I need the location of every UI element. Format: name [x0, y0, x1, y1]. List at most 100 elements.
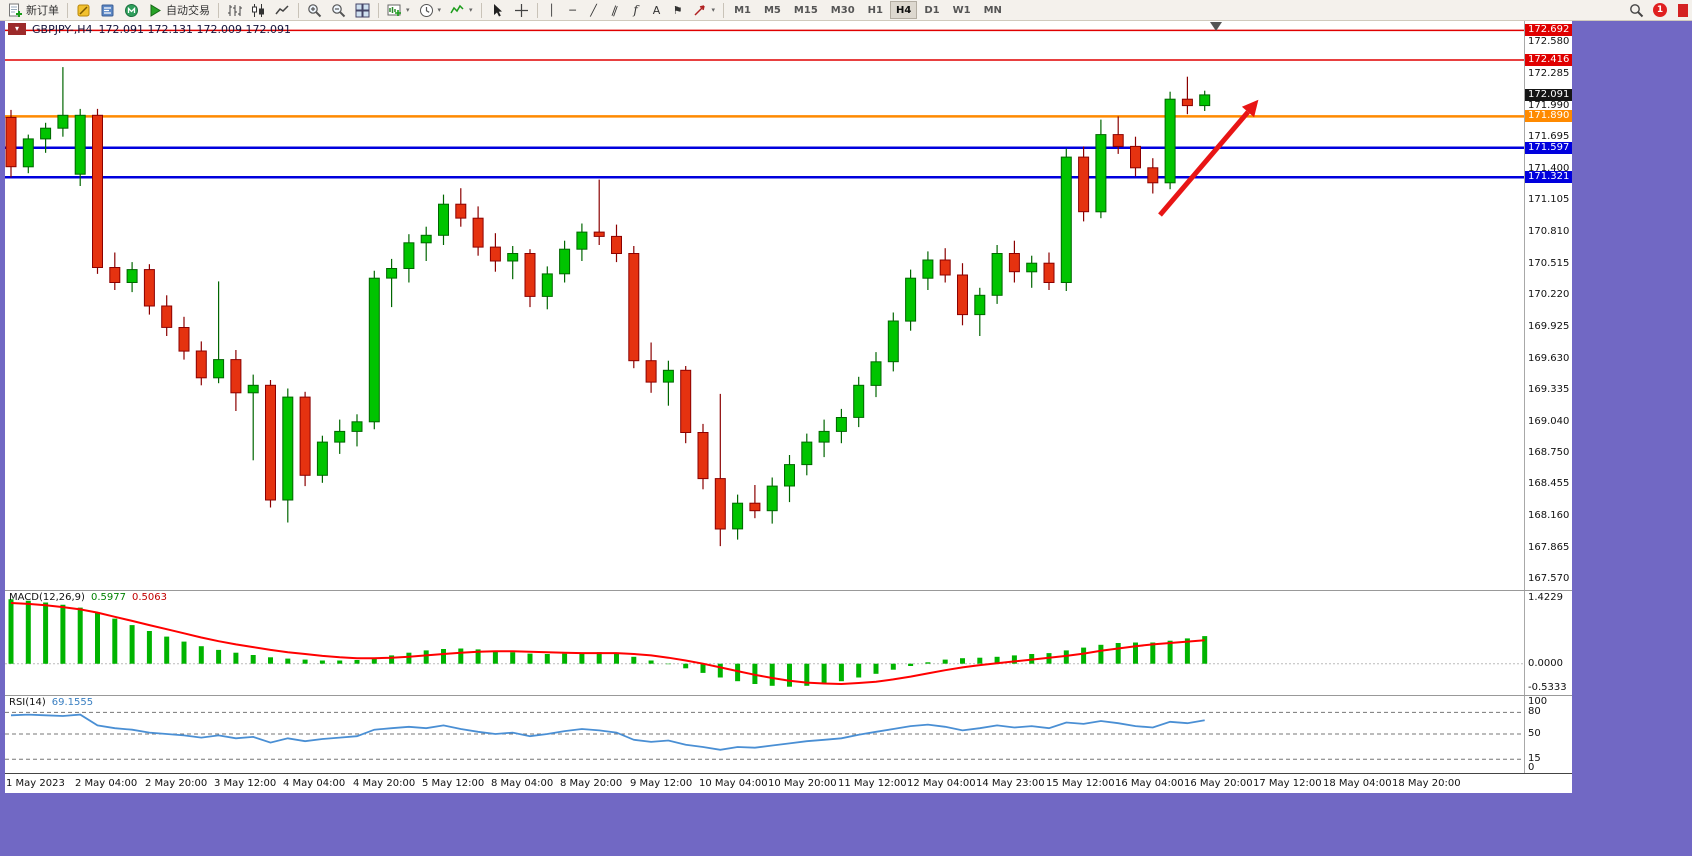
timeframe-d1[interactable]: D1 [918, 1, 945, 19]
indicators-icon [450, 4, 464, 13]
price-label: 171.990 [1528, 100, 1570, 111]
toolbar-separator [378, 2, 379, 18]
time-label: 4 May 20:00 [353, 778, 416, 789]
price-label: 171.400 [1528, 163, 1570, 174]
time-axis[interactable]: 1 May 2023 2 May 04:00 2 May 20:00 3 May 12… [5, 773, 1572, 793]
zoom-out-button[interactable] [327, 1, 350, 20]
time-label: 8 May 20:00 [560, 778, 623, 789]
periods-button[interactable]: ▾ [415, 1, 446, 20]
bar-chart-button[interactable] [223, 1, 246, 20]
new-chart-button[interactable]: ▾ [383, 1, 414, 20]
timeframe-mn[interactable]: MN [978, 1, 1008, 19]
toolbar-separator [298, 2, 299, 18]
toolbar-separator [723, 2, 725, 18]
autotrading-label: 自动交易 [166, 4, 210, 17]
channel-tool-button[interactable]: ∥ [605, 1, 625, 20]
candlestick-chart-button[interactable] [247, 1, 270, 20]
shapes-tool-button[interactable]: ▾ [689, 1, 720, 20]
time-label: 14 May 23:00 [976, 778, 1045, 789]
timeframe-h1[interactable]: H1 [862, 1, 889, 19]
market-depth-button[interactable] [96, 1, 119, 20]
price-axis[interactable]: 172.692 172.580 172.416 172.285 172.091 171.9… [1524, 21, 1572, 590]
toolbar-separator [480, 2, 482, 18]
price-label: 167.570 [1528, 573, 1570, 584]
rsi-value: 69.1555 [51, 697, 94, 708]
new-order-button[interactable]: 新订单 [4, 1, 63, 20]
price-label: 170.515 [1528, 258, 1570, 269]
horizontal-line-tool-button[interactable]: ─ [563, 1, 583, 20]
time-label: 16 May 04:00 [1115, 778, 1184, 789]
chart-window: 172.692 172.580 172.416 172.285 172.091 171.9… [5, 21, 1572, 793]
rsi-scale-label: 50 [1528, 728, 1541, 739]
time-label: 2 May 04:00 [75, 778, 138, 789]
rsi-axis[interactable]: 100 80 50 15 0 [1524, 696, 1572, 773]
metaeditor-button[interactable] [72, 1, 95, 20]
notification-badge[interactable]: 1 [1653, 3, 1667, 17]
horizontal-line-icon: ─ [569, 3, 576, 17]
rsi-chart[interactable] [5, 696, 1524, 773]
time-label: 5 May 12:00 [422, 778, 485, 789]
chart-tab-icon[interactable]: ▾ [8, 23, 26, 35]
zoom-in-button[interactable] [303, 1, 326, 20]
autotrading-button[interactable]: 自动交易 [144, 1, 214, 20]
cursor-button[interactable] [486, 1, 509, 20]
timeframe-h4[interactable]: H4 [889, 1, 918, 19]
chart-ohlc-values: 172.091 172.131 172.009 172.091 [98, 22, 291, 36]
crosshair-button[interactable] [510, 1, 533, 20]
search-button[interactable] [1625, 1, 1648, 20]
price-label: 168.160 [1528, 510, 1570, 521]
trendline-tool-button[interactable]: ╱ [584, 1, 604, 20]
macd-signal-value: 0.5063 [131, 592, 167, 603]
timeframe-m15[interactable]: M15 [788, 1, 824, 19]
time-label: 10 May 04:00 [699, 778, 768, 789]
price-label: 171.890 [1525, 110, 1572, 122]
time-label: 12 May 04:00 [907, 778, 976, 789]
zoom-out-icon [332, 3, 346, 17]
label-tool-button[interactable]: ⚑ [668, 1, 688, 20]
arrow-shapes-icon [694, 4, 705, 16]
timeframe-m5[interactable]: M5 [758, 1, 787, 19]
text-tool-button[interactable]: A [647, 1, 667, 20]
time-label: 9 May 12:00 [630, 778, 693, 789]
line-chart-button[interactable] [271, 1, 294, 20]
tile-windows-icon [355, 3, 370, 17]
price-panel: 172.692 172.580 172.416 172.285 172.091 171.9… [5, 21, 1572, 590]
indicators-button[interactable]: ▾ [446, 1, 477, 20]
timeframe-m1[interactable]: M1 [728, 1, 757, 19]
price-chart[interactable] [5, 21, 1524, 590]
timeframe-m30[interactable]: M30 [825, 1, 861, 19]
macd-scale-label: -0.5333 [1528, 682, 1567, 693]
macd-chart[interactable] [5, 591, 1524, 695]
timeframe-w1[interactable]: W1 [947, 1, 977, 19]
time-label: 16 May 20:00 [1184, 778, 1253, 789]
price-label: 171.695 [1528, 131, 1570, 142]
market-depth-icon [101, 4, 114, 16]
macd-label: MACD(12,26,9) 0.5977 0.5063 [9, 592, 167, 603]
mql5-community-button[interactable] [120, 1, 143, 20]
autotrading-icon [150, 3, 161, 17]
trendline-icon: ╱ [590, 3, 597, 17]
time-label: 8 May 04:00 [491, 778, 554, 789]
new-order-icon [9, 3, 22, 17]
price-label: 172.285 [1528, 68, 1570, 79]
new-order-label: 新订单 [26, 4, 59, 17]
price-label: 171.105 [1528, 194, 1570, 205]
toolbar-separator [536, 2, 538, 18]
macd-main-value: 0.5977 [90, 592, 126, 603]
price-label: 172.692 [1525, 24, 1572, 36]
zoom-in-icon [308, 3, 322, 17]
rsi-panel: 100 80 50 15 0 RSI(14) 69.1555 [5, 695, 1572, 773]
price-label: 172.580 [1528, 36, 1570, 47]
time-label: 18 May 04:00 [1323, 778, 1392, 789]
time-label: 10 May 20:00 [768, 778, 837, 789]
tile-windows-button[interactable] [351, 1, 374, 20]
crosshair-icon [514, 3, 528, 17]
price-label: 170.220 [1528, 289, 1570, 300]
price-label: 172.416 [1525, 54, 1572, 66]
fibonacci-tool-button[interactable]: f [626, 1, 646, 20]
vertical-line-tool-button[interactable]: │ [542, 1, 562, 20]
macd-axis[interactable]: 1.4229 0.0000 -0.5333 [1524, 591, 1572, 695]
price-label: 170.810 [1528, 226, 1570, 237]
cursor-icon [493, 3, 502, 16]
